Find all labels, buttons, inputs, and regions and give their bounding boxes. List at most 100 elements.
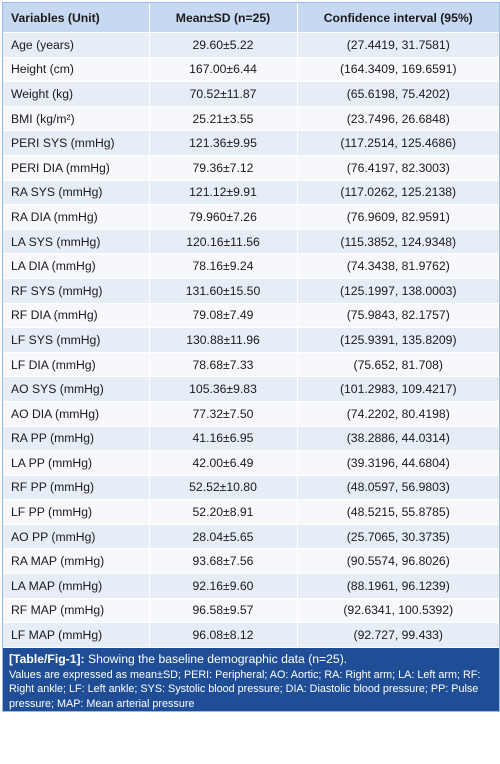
mean-sd-cell: 79.08±7.49 [149,303,298,329]
confidence-interval-cell: (125.9391, 135.8209) [297,327,499,353]
mean-sd-cell: 78.16±9.24 [149,253,298,279]
mean-sd-cell: 28.04±5.65 [149,524,298,550]
variable-cell: PERI SYS (mmHg) [3,130,150,156]
variable-cell: RA PP (mmHg) [3,426,150,452]
confidence-interval-cell: (101.2983, 109.4217) [297,376,499,402]
variable-cell: LF MAP (mmHg) [3,622,150,648]
baseline-data-table: Variables (Unit) Mean±SD (n=25) Confiden… [3,3,499,648]
table-row: PERI SYS (mmHg) 121.36±9.95 (117.2514, 125… [3,130,499,156]
header-mean-sd: Mean±SD (n=25) [149,3,298,33]
confidence-interval-cell: (74.2202, 80.4198) [297,401,499,427]
header-confidence-interval: Confidence interval (95%) [297,3,499,33]
confidence-interval-cell: (125.1997, 138.0003) [297,278,499,304]
data-table-figure: Variables (Unit) Mean±SD (n=25) Confiden… [2,2,500,712]
table-row: Height (cm) 167.00±6.44 (164.3409, 169.659… [3,57,499,83]
confidence-interval-cell: (23.7496, 26.6848) [297,106,499,132]
mean-sd-cell: 121.12±9.91 [149,180,298,206]
confidence-interval-cell: (76.9609, 82.9591) [297,204,499,230]
variable-cell: RA SYS (mmHg) [3,180,150,206]
confidence-interval-cell: (90.5574, 96.8026) [297,548,499,575]
confidence-interval-cell: (76.4197, 82.3003) [297,155,499,181]
mean-sd-cell: 29.60±5.22 [149,32,298,58]
mean-sd-cell: 70.52±11.87 [149,81,298,107]
table-row: RA MAP (mmHg) 93.68±7.56 (90.5574, 96.8026… [3,548,499,575]
confidence-interval-cell: (164.3409, 169.6591) [297,57,499,83]
confidence-interval-cell: (92.727, 99.433) [297,622,499,648]
mean-sd-cell: 25.21±3.55 [149,106,298,132]
mean-sd-cell: 42.00±6.49 [149,450,298,476]
variable-cell: BMI (kg/m²) [3,106,150,132]
table-row: AO SYS (mmHg) 105.36±9.83 (101.2983, 109.4… [3,376,499,402]
variable-cell: Age (years) [3,32,150,58]
variable-cell: LF DIA (mmHg) [3,352,150,378]
table-row: RF SYS (mmHg) 131.60±15.50 (125.1997, 138.… [3,278,499,304]
table-row: RA DIA (mmHg) 79.960±7.26 (76.9609, 82.959… [3,204,499,230]
table-row: LA MAP (mmHg) 92.16±9.60 (88.1961, 96.1239… [3,573,499,599]
table-row: LF DIA (mmHg) 78.68±7.33 (75.652, 81.708) [3,352,499,378]
confidence-interval-cell: (117.0262, 125.2138) [297,180,499,206]
mean-sd-cell: 78.68±7.33 [149,352,298,378]
caption-label: [Table/Fig-1]: [9,651,85,666]
variable-cell: AO DIA (mmHg) [3,401,150,427]
confidence-interval-cell: (88.1961, 96.1239) [297,573,499,599]
variable-cell: Height (cm) [3,57,150,83]
caption-title-line: [Table/Fig-1]: Showing the baseline demo… [9,652,493,667]
mean-sd-cell: 167.00±6.44 [149,57,298,83]
table-row: RA SYS (mmHg) 121.12±9.91 (117.0262, 125.2… [3,180,499,206]
variable-cell: AO SYS (mmHg) [3,376,150,402]
confidence-interval-cell: (25.7065, 30.3735) [297,524,499,550]
table-body: Age (years) 29.60±5.22 (27.4419, 31.7581) H… [3,32,499,648]
table-row: LF MAP (mmHg) 96.08±8.12 (92.727, 99.433) [3,622,499,648]
confidence-interval-cell: (48.5215, 55.8785) [297,499,499,525]
confidence-interval-cell: (117.2514, 125.4686) [297,130,499,156]
variable-cell: LA MAP (mmHg) [3,573,150,599]
table-row: AO DIA (mmHg) 77.32±7.50 (74.2202, 80.4198… [3,401,499,427]
confidence-interval-cell: (75.652, 81.708) [297,352,499,378]
mean-sd-cell: 93.68±7.56 [149,548,298,575]
mean-sd-cell: 77.32±7.50 [149,401,298,427]
variable-cell: RF SYS (mmHg) [3,278,150,304]
variable-cell: RA MAP (mmHg) [3,548,150,575]
mean-sd-cell: 96.08±8.12 [149,622,298,648]
variable-cell: RF PP (mmHg) [3,475,150,501]
table-row: BMI (kg/m²) 25.21±3.55 (23.7496, 26.6848) [3,106,499,132]
variable-cell: AO PP (mmHg) [3,524,150,550]
confidence-interval-cell: (27.4419, 31.7581) [297,32,499,58]
mean-sd-cell: 130.88±11.96 [149,327,298,353]
table-caption: [Table/Fig-1]: Showing the baseline demo… [3,647,499,711]
caption-notes: Values are expressed as mean±SD; PERI: P… [9,668,481,710]
table-row: RF DIA (mmHg) 79.08±7.49 (75.9843, 82.1757… [3,303,499,329]
mean-sd-cell: 52.20±8.91 [149,499,298,525]
mean-sd-cell: 92.16±9.60 [149,573,298,599]
variable-cell: PERI DIA (mmHg) [3,155,150,181]
confidence-interval-cell: (38.2886, 44.0314) [297,426,499,452]
confidence-interval-cell: (65.6198, 75.4202) [297,81,499,107]
mean-sd-cell: 131.60±15.50 [149,278,298,304]
table-row: PERI DIA (mmHg) 79.36±7.12 (76.4197, 82.30… [3,155,499,181]
table-row: AO PP (mmHg) 28.04±5.65 (25.7065, 30.3735) [3,524,499,550]
mean-sd-cell: 79.960±7.26 [149,204,298,230]
mean-sd-cell: 41.16±6.95 [149,426,298,452]
table-row: LF PP (mmHg) 52.20±8.91 (48.5215, 55.8785) [3,499,499,525]
table-row: LF SYS (mmHg) 130.88±11.96 (125.9391, 135.… [3,327,499,353]
confidence-interval-cell: (92.6341, 100.5392) [297,598,499,624]
mean-sd-cell: 121.36±9.95 [149,130,298,156]
variable-cell: LF PP (mmHg) [3,499,150,525]
table-row: RF MAP (mmHg) 96.58±9.57 (92.6341, 100.539… [3,598,499,624]
variable-cell: RA DIA (mmHg) [3,204,150,230]
mean-sd-cell: 79.36±7.12 [149,155,298,181]
mean-sd-cell: 105.36±9.83 [149,376,298,402]
confidence-interval-cell: (74.3438, 81.9762) [297,253,499,279]
mean-sd-cell: 52.52±10.80 [149,475,298,501]
table-row: RF PP (mmHg) 52.52±10.80 (48.0597, 56.9803… [3,475,499,501]
confidence-interval-cell: (48.0597, 56.9803) [297,475,499,501]
variable-cell: LA DIA (mmHg) [3,253,150,279]
header-variables: Variables (Unit) [3,3,150,33]
table-header-row: Variables (Unit) Mean±SD (n=25) Confiden… [3,3,499,33]
mean-sd-cell: 120.16±11.56 [149,229,298,255]
table-row: Age (years) 29.60±5.22 (27.4419, 31.7581) [3,32,499,58]
mean-sd-cell: 96.58±9.57 [149,598,298,624]
caption-title: Showing the baseline demographic data (n… [88,651,348,666]
variable-cell: LA PP (mmHg) [3,450,150,476]
variable-cell: RF MAP (mmHg) [3,598,150,624]
